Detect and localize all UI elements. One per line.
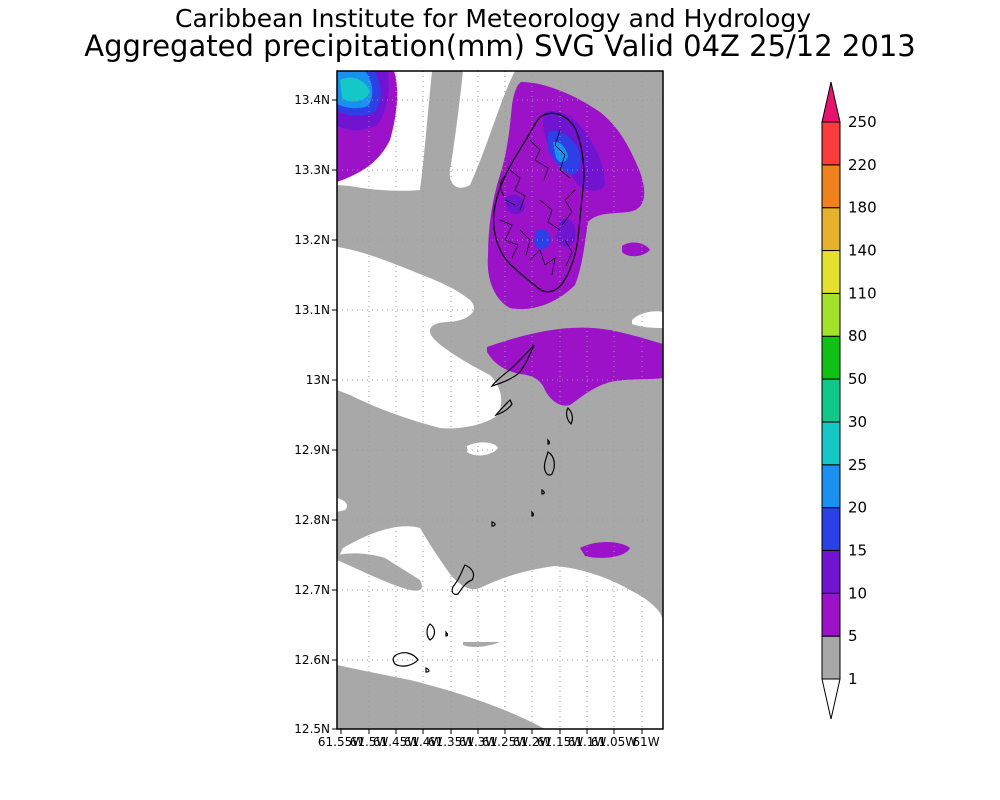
lat-tick-marks [332, 99, 337, 730]
union-island-coastline [392, 652, 419, 667]
colorbar-segment [821, 592, 841, 637]
lon-tick-marks [340, 729, 643, 734]
colorbar-segment [821, 635, 841, 680]
lon-tick-label: 61.15W [537, 735, 583, 749]
colorbar-label: 80 [848, 327, 867, 345]
colorbar-label: 5 [848, 627, 858, 645]
lon-tick-label: 61.5W [350, 735, 389, 749]
colorbar-segment [821, 164, 841, 209]
colorbar-label: 250 [848, 113, 877, 131]
lon-tick-label: 61.55W [318, 735, 364, 749]
colorbar-label: 20 [848, 499, 867, 517]
lat-tick-label: 12.7N [294, 583, 330, 597]
lat-tick-label: 12.9N [294, 443, 330, 457]
colorbar-under-triangle [821, 678, 841, 720]
lon-tick-label: 61W [632, 735, 659, 749]
colorbar-label: 50 [848, 370, 867, 388]
institute-title: Caribbean Institute for Meteorology and … [175, 4, 811, 33]
lon-tick-label: 61.4W [404, 735, 443, 749]
colorbar-segment [821, 250, 841, 294]
colorbar-label: 1 [848, 670, 858, 688]
colorbar-label: 220 [848, 156, 877, 174]
lat-tick-label: 12.5N [294, 722, 330, 736]
colorbar-segment [821, 421, 841, 466]
lat-tick-label: 13.4N [294, 93, 330, 107]
rain-25-30mm-areas [340, 77, 370, 102]
colorbar-segment [821, 378, 841, 423]
lat-tick-label: 13N [306, 373, 330, 387]
colorbar-label: 30 [848, 413, 867, 431]
colorbar-segment [821, 335, 841, 380]
colorbar-segment [821, 464, 841, 509]
st-vincent-coastline [493, 112, 585, 293]
lon-tick-label: 61.2W [513, 735, 552, 749]
colorbar-label: 140 [848, 242, 877, 260]
map-panel [337, 71, 663, 729]
colorbar-over-triangle [821, 81, 841, 123]
coastlines [392, 112, 585, 673]
colorbar-label: 10 [848, 584, 867, 602]
bequia-coastline [490, 344, 535, 388]
lat-tick-label: 12.8N [294, 513, 330, 527]
lon-tick-labels: 61.55W 61.5W 61.45W 61.4W 61.35W 61.3W 6… [318, 735, 660, 749]
lat-tick-label: 13.1N [294, 303, 330, 317]
colorbar-segment [821, 121, 841, 166]
colorbar-label: 110 [848, 284, 877, 302]
colorbar-segment [821, 549, 841, 594]
colorbar-segment [821, 292, 841, 337]
lon-tick-label: 61.3W [459, 735, 498, 749]
lon-tick-label: 61.05W [591, 735, 637, 749]
lon-tick-label: 61.1W [568, 735, 607, 749]
lat-tick-label: 12.6N [294, 653, 330, 667]
no-rain-areas [337, 71, 663, 729]
lon-tick-label: 61.45W [373, 735, 419, 749]
lat-tick-label: 13.3N [294, 163, 330, 177]
lat-tick-labels: 13.4N 13.3N 13.2N 13.1N 13N 12.9N 12.8N … [294, 93, 330, 736]
map-frame [336, 70, 664, 730]
colorbar-segment [821, 507, 841, 551]
colorbar-segment [821, 207, 841, 252]
map-title: Aggregated precipitation(mm) SVG Valid 0… [84, 29, 915, 63]
canouan-coastline [451, 564, 475, 595]
colorbar-label: 25 [848, 456, 867, 474]
lat-tick-label: 13.2N [294, 233, 330, 247]
colorbar-label: 15 [848, 541, 867, 559]
colorbar-label: 180 [848, 199, 877, 217]
lon-tick-label: 61.35W [428, 735, 474, 749]
lon-tick-label: 61.25W [482, 735, 528, 749]
